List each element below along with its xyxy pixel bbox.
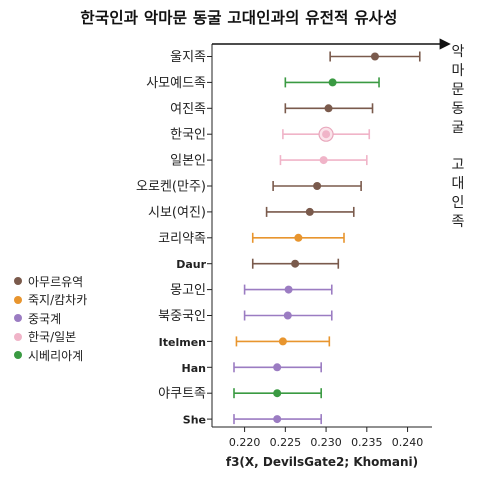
legend-item: 한국/일본	[14, 328, 87, 347]
data-point	[284, 285, 293, 294]
data-point	[305, 207, 314, 216]
data-point	[370, 52, 379, 61]
x-tick-label: 0.220	[229, 436, 261, 449]
legend-label: 시베리아계	[28, 348, 84, 363]
data-point	[322, 130, 331, 139]
data-point	[324, 104, 333, 113]
data-point	[313, 182, 322, 190]
right-label-top-char: 문	[452, 82, 465, 98]
data-point	[294, 233, 303, 242]
legend-label: 죽지/캄차카	[28, 293, 88, 308]
category-label: 일본인	[170, 154, 206, 169]
category-label: 야쿠트족	[158, 387, 206, 402]
legend-swatch	[14, 314, 22, 323]
legend-swatch	[14, 277, 22, 286]
legend-swatch	[14, 332, 22, 341]
category-label: 몽고인	[170, 283, 206, 298]
x-tick-label: 0.235	[351, 436, 383, 449]
data-point	[278, 337, 287, 346]
data-point	[273, 389, 282, 398]
category-label: 북중국인	[158, 309, 206, 324]
legend-swatch	[14, 351, 22, 360]
category-label: 코리약족	[158, 231, 206, 246]
data-point	[319, 156, 328, 165]
right-label-top-char: 굴	[452, 120, 465, 136]
right-label-top-char: 동	[452, 101, 465, 117]
right-label-top-char: 마	[452, 63, 465, 79]
category-label: Han	[182, 362, 206, 375]
category-label: 사모예드족	[146, 76, 206, 91]
category-label: 울지족	[170, 50, 206, 65]
category-label: 한국인	[170, 128, 206, 143]
legend-item: 아무르유역	[14, 272, 87, 291]
data-point	[328, 78, 337, 87]
data-point	[273, 363, 282, 372]
right-label-top-char: 악	[452, 44, 465, 60]
category-label: 오로켄(만주)	[136, 180, 206, 195]
data-point	[283, 311, 292, 320]
right-label-bottom-char: 대	[452, 176, 465, 192]
right-label-bottom-char: 고	[452, 157, 465, 173]
category-label: She	[183, 414, 206, 427]
legend-item: 죽지/캄차카	[14, 291, 87, 310]
right-label-bottom-char: 족	[452, 214, 465, 230]
legend-label: 한국/일본	[28, 330, 77, 345]
x-tick-label: 0.240	[392, 436, 424, 449]
legend-item: 중국계	[14, 309, 87, 328]
legend-label: 중국계	[28, 311, 62, 326]
legend-swatch	[14, 295, 22, 304]
category-label: Daur	[176, 258, 206, 271]
x-tick-label: 0.225	[270, 436, 302, 449]
x-tick-label: 0.230	[310, 436, 342, 449]
legend-item: 시베리아계	[14, 346, 87, 365]
x-axis-label: f3(X, DevilsGate2; Khomani)	[226, 455, 418, 469]
legend-label: 아무르유역	[28, 274, 84, 289]
category-label: Itelmen	[159, 336, 206, 349]
category-label: 여진족	[170, 102, 206, 117]
data-point	[291, 259, 300, 268]
chart-title: 한국인과 악마문 동굴 고대인과의 유전적 유사성	[80, 9, 398, 27]
category-label: 시보(여진)	[148, 205, 206, 220]
data-point	[273, 415, 282, 424]
right-label-bottom-char: 인	[452, 195, 465, 211]
